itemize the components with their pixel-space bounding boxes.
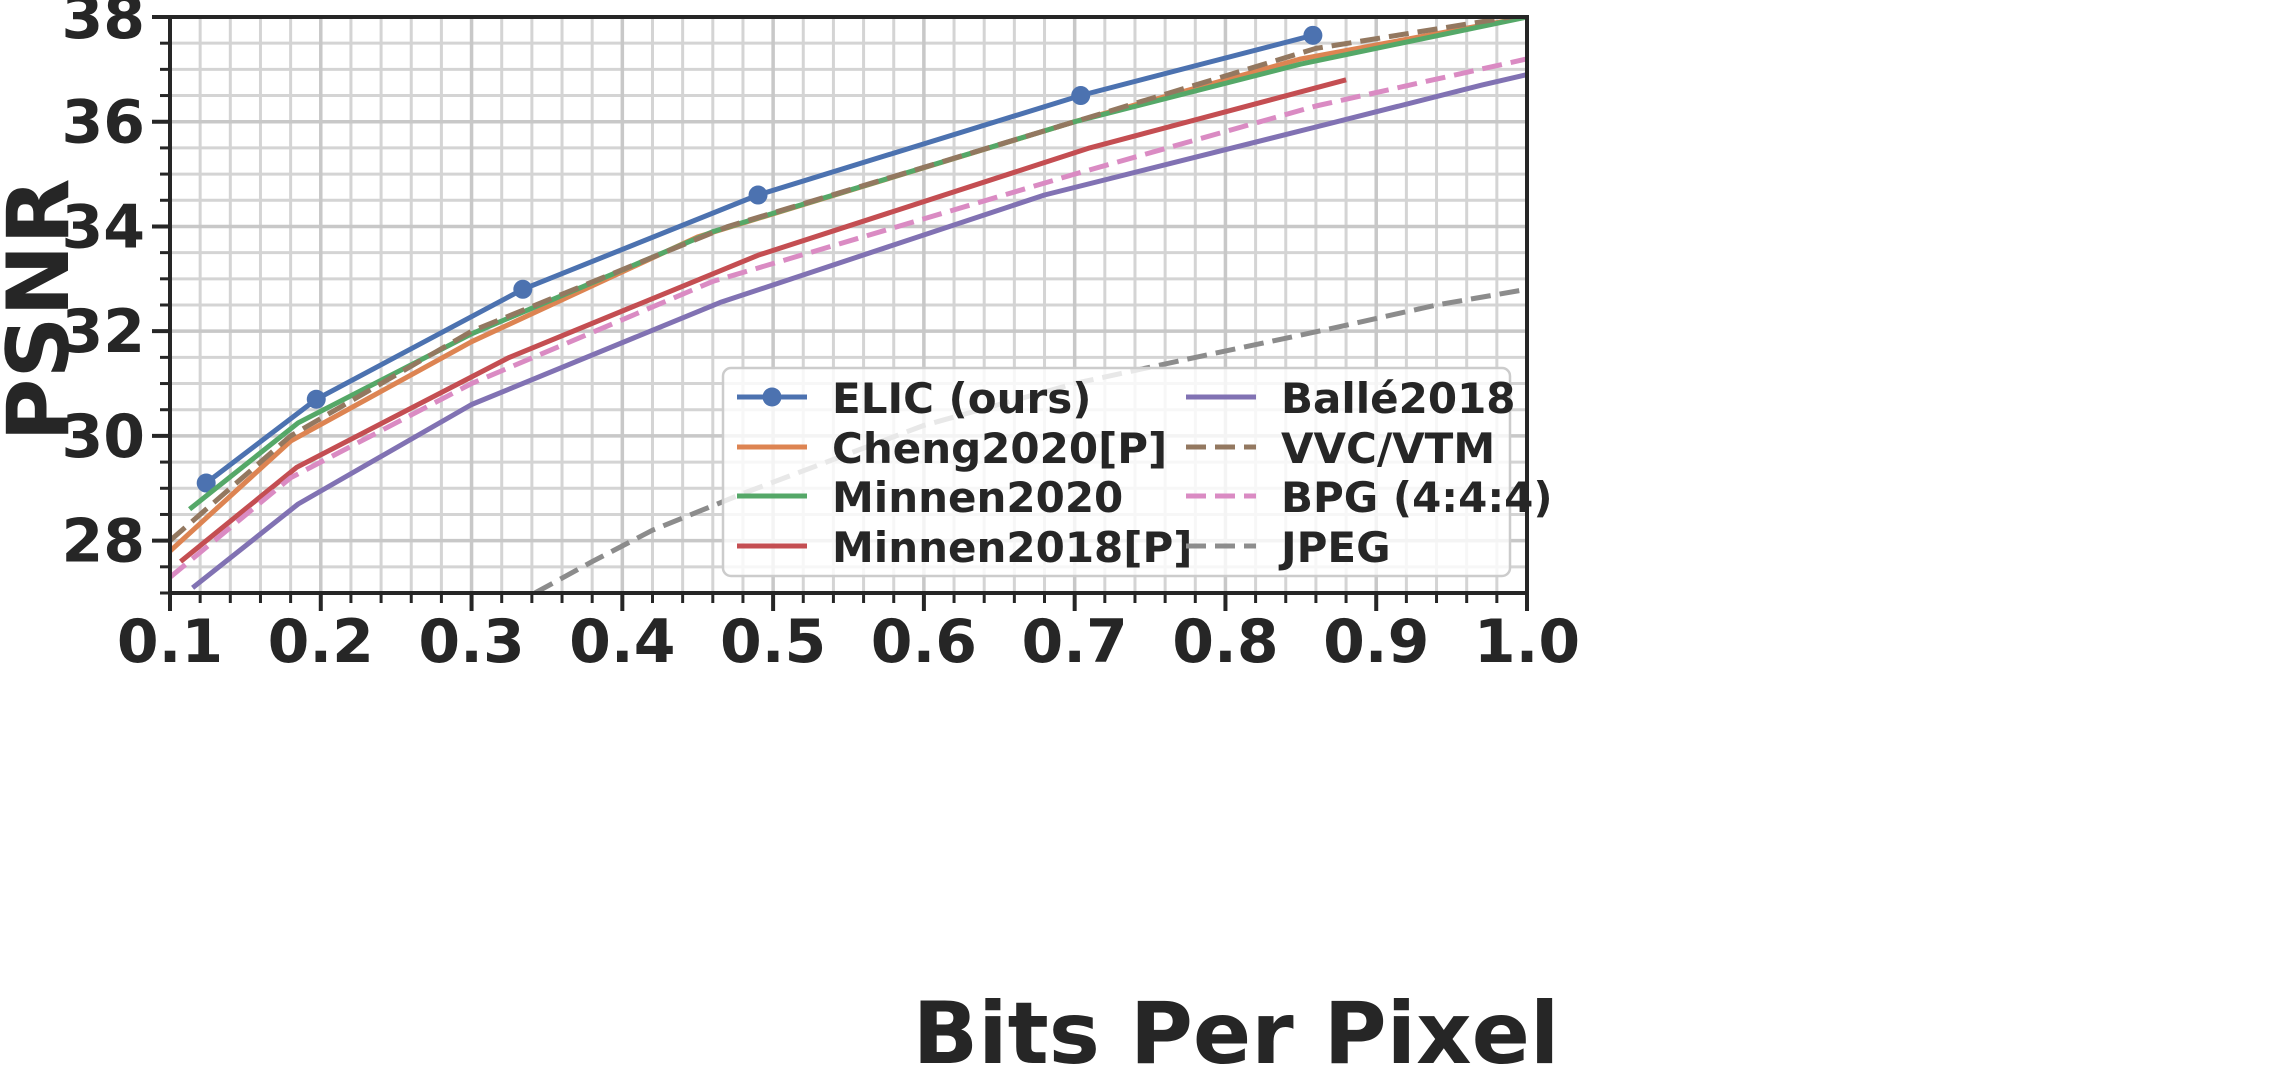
- x-tick-labels: 0.1 0.2 0.3 0.4 0.5 0.6 0.7 0.8 0.9 1.0: [117, 607, 1580, 677]
- legend-box: [721, 366, 1512, 578]
- series-line-vvc-vtm: [170, 17, 1527, 543]
- series-line-minnen2018-p: [179, 77, 1347, 564]
- legend-label-elic-ours: ELIC (ours): [832, 374, 1091, 423]
- legend-label-cheng2020-p: Cheng2020[P]: [832, 424, 1167, 473]
- legend-label-bpg-4-4-4: BPG (4:4:4): [1281, 473, 1553, 522]
- x-tick-label: 0.1: [117, 607, 223, 677]
- data-point-elic-ours: [306, 389, 326, 409]
- legend-label-minnen2020: Minnen2020: [832, 473, 1123, 522]
- data-point-elic-ours: [513, 279, 533, 299]
- series-line-bpg-4-4-4: [170, 56, 1527, 580]
- series-line-ball-2018: [191, 72, 1527, 590]
- x-tick-label: 0.9: [1323, 607, 1429, 677]
- legend-label-minnen2018-p: Minnen2018[P]: [832, 523, 1192, 572]
- series-line-minnen2020: [188, 17, 1527, 512]
- x-tick-label: 0.6: [871, 607, 977, 677]
- x-tick-label: 0.2: [268, 607, 374, 677]
- legend-label-ball-2018: Ballé2018: [1281, 374, 1516, 423]
- y-tick-label: 36: [62, 88, 146, 158]
- data-point-elic-ours: [1071, 86, 1091, 106]
- x-tick-label: 0.5: [720, 607, 826, 677]
- y-axis-label: PSNR: [0, 178, 89, 441]
- x-tick-label: 1.0: [1474, 607, 1580, 677]
- data-point-elic-ours: [1303, 25, 1323, 45]
- y-tick-label: 38: [62, 0, 146, 53]
- data-point-elic-ours: [196, 473, 216, 493]
- legend-label-jpeg: JPEG: [1278, 523, 1391, 572]
- legend-label-vvc-vtm: VVC/VTM: [1281, 424, 1495, 473]
- axis-ticks: [152, 15, 1529, 611]
- x-tick-label: 0.3: [418, 607, 524, 677]
- y-tick-labels: 28 30 32 34 36 38: [62, 0, 146, 577]
- data-point-elic-ours: [748, 185, 768, 205]
- x-tick-label: 0.4: [569, 607, 675, 677]
- y-tick-label: 28: [62, 507, 146, 577]
- x-tick-label: 0.8: [1172, 607, 1278, 677]
- y-tick-label: 34: [62, 192, 146, 262]
- series-line-elic-ours: [204, 32, 1314, 485]
- legend-marker: [762, 387, 782, 407]
- series-layer: [170, 17, 1527, 593]
- y-tick-label: 30: [62, 402, 146, 472]
- y-tick-label: 32: [62, 297, 146, 367]
- x-axis-label: Bits Per Pixel: [913, 984, 1560, 1084]
- legend: ELIC (ours)Cheng2020[P]Minnen2020Minnen2…: [721, 366, 1553, 578]
- x-tick-label: 0.7: [1022, 607, 1128, 677]
